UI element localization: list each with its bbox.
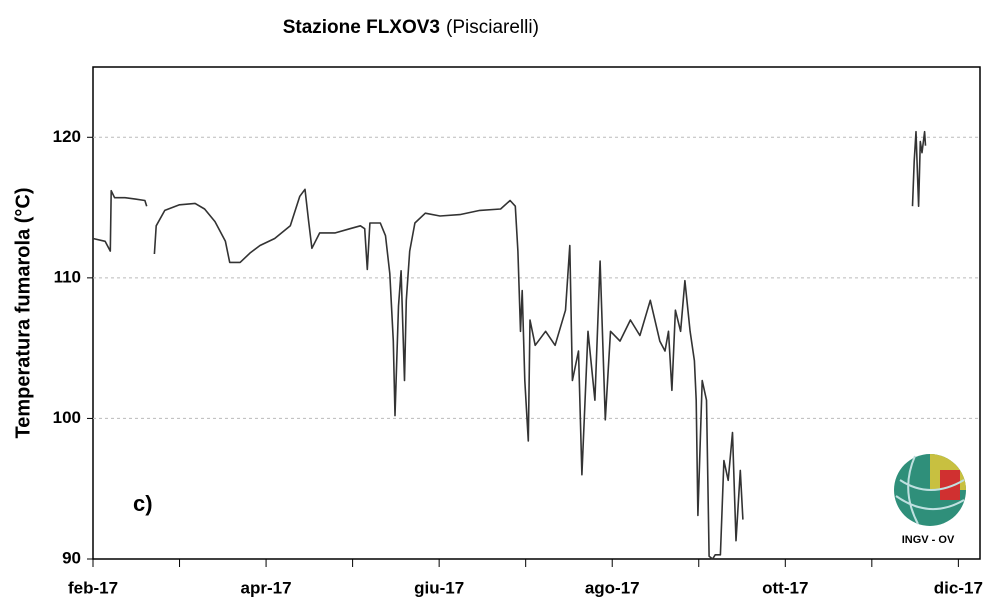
x-tick-label: giu-17 [414,578,464,597]
x-tick-label: ago-17 [585,578,640,597]
y-tick-label: 120 [53,127,81,146]
logo-lines [895,455,965,525]
chart-subtitle: (Pisciarelli) [446,17,539,38]
x-tick-label: ott-17 [762,578,808,597]
x-tick-label: apr-17 [241,578,292,597]
y-axis-label: Temperatura fumarola (°C) [12,187,34,438]
y-tick-label: 100 [53,408,81,427]
logo: INGV - OV [894,454,966,546]
y-tick-label: 110 [54,267,81,286]
annotation: c) [133,491,153,516]
data-line [92,130,927,560]
plot-frame [92,66,981,560]
x-tick-label: feb-17 [68,578,118,597]
chart-title: Stazione FLXOV3 [283,17,440,38]
y-tick-label: 90 [62,548,81,567]
x-tick-label: dic-17 [934,578,983,597]
logo-patch [940,470,960,500]
logo-text: INGV - OV [902,534,955,546]
